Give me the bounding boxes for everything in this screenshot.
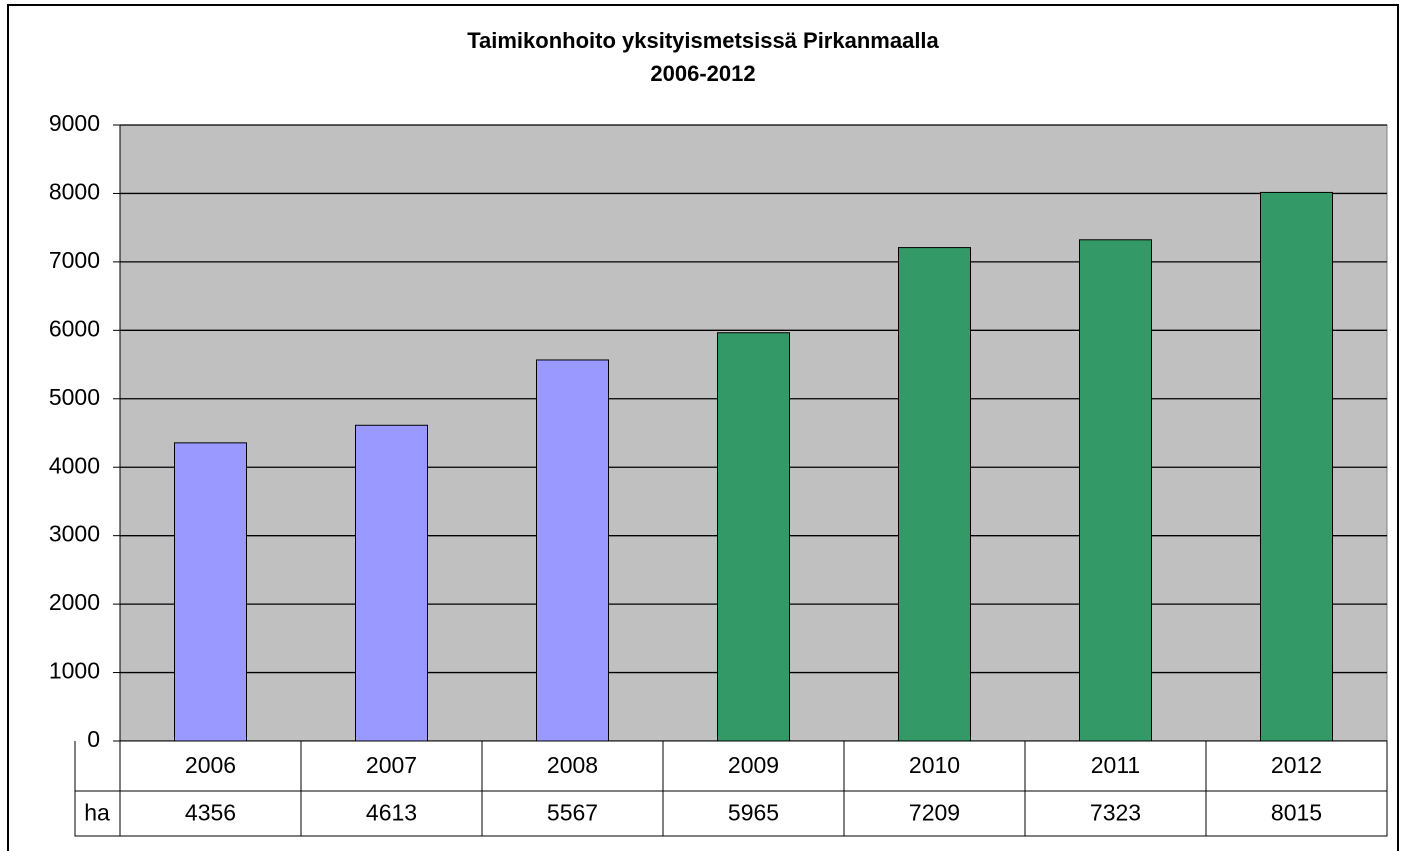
bar — [898, 247, 971, 742]
bar — [1079, 239, 1152, 742]
table-value: 5567 — [547, 800, 598, 826]
y-tick-label: 3000 — [49, 521, 100, 547]
x-tick-label: 2010 — [909, 752, 960, 778]
x-tick-label: 2008 — [547, 752, 598, 778]
bar — [355, 424, 428, 742]
bar — [174, 442, 247, 742]
data-table-row — [74, 790, 1388, 837]
y-tick-label: 9000 — [49, 110, 100, 136]
table-value: 5965 — [728, 800, 779, 826]
x-tick-label: 2011 — [1091, 752, 1140, 778]
y-tick-label: 0 — [87, 726, 100, 752]
x-tick-label: 2007 — [366, 752, 417, 778]
table-value: 7323 — [1090, 800, 1141, 826]
x-tick-label: 2009 — [728, 752, 779, 778]
bar — [717, 332, 790, 742]
bar — [1260, 191, 1333, 742]
table-value: 8015 — [1271, 800, 1322, 826]
table-value: 7209 — [909, 800, 960, 826]
y-tick-label: 5000 — [49, 384, 100, 410]
y-tick-label: 1000 — [49, 658, 100, 684]
chart-subtitle: 2006-2012 — [650, 61, 755, 86]
table-value: 4613 — [366, 800, 417, 826]
y-tick-label: 7000 — [49, 247, 100, 273]
y-tick-label: 4000 — [49, 452, 100, 478]
y-tick-label: 2000 — [49, 589, 100, 615]
table-row-label: ha — [84, 800, 110, 826]
y-tick-label: 6000 — [49, 315, 100, 341]
x-tick-label: 2012 — [1271, 752, 1322, 778]
bar — [536, 359, 609, 742]
chart-title: Taimikonhoito yksityismetsissä Pirkanmaa… — [467, 28, 939, 53]
x-tick-label: 2006 — [185, 752, 236, 778]
y-tick-label: 8000 — [49, 179, 100, 205]
table-value: 4356 — [185, 800, 236, 826]
